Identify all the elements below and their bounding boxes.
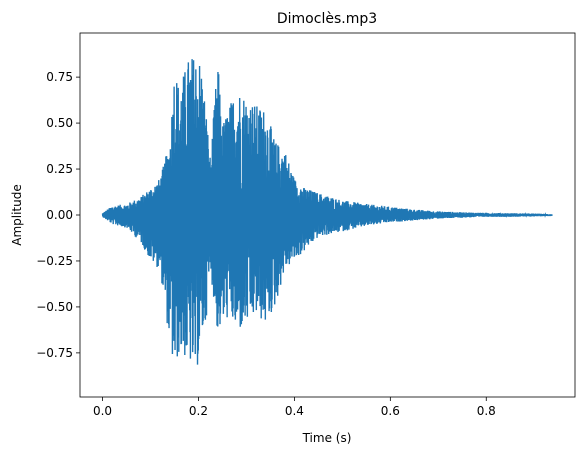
x-tick-label: 0.6 xyxy=(381,404,400,418)
y-tick-label: 0.00 xyxy=(46,208,73,222)
y-tick-label: 0.50 xyxy=(46,116,73,130)
waveform-series-line xyxy=(101,59,553,365)
y-axis-label: Amplitude xyxy=(10,184,24,246)
y-tick-label: −0.25 xyxy=(36,254,73,268)
x-axis-label: Time (s) xyxy=(302,431,352,445)
axes: 0.0 0.2 0.4 0.6 0.8 −0.75 −0.50 −0.25 0.00 0.25 0.… xyxy=(36,32,576,418)
y-tick-label: −0.50 xyxy=(36,300,73,314)
y-tick-label: −0.75 xyxy=(36,346,73,360)
y-tick-label: 0.75 xyxy=(46,70,73,84)
x-tick-label: 0.0 xyxy=(93,404,112,418)
chart-title: Dimoclès.mp3 xyxy=(277,11,377,27)
plot-area xyxy=(101,59,553,365)
x-tick-label: 0.8 xyxy=(477,404,496,418)
y-tick-label: 0.25 xyxy=(46,162,73,176)
x-tick-label: 0.4 xyxy=(285,404,304,418)
x-tick-label: 0.2 xyxy=(189,404,208,418)
